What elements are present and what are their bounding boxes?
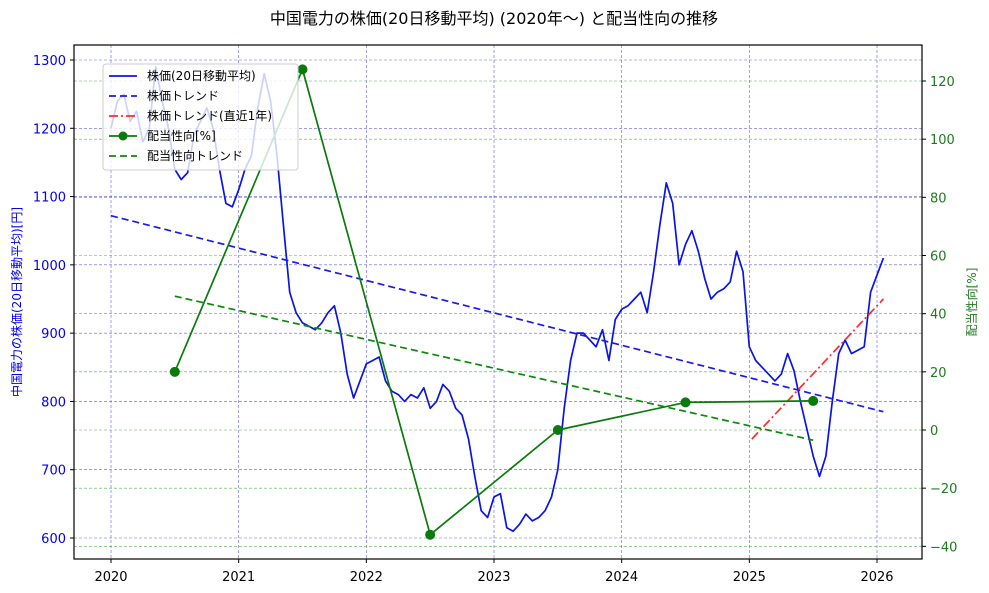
chart-title: 中国電力の株価(20日移動平均) (2020年〜) と配当性向の推移 [270, 9, 718, 28]
payout-marker [808, 395, 819, 406]
x-tick-label: 2020 [94, 570, 127, 585]
y-right-tick-label: 120 [930, 75, 955, 90]
x-tick-label: 2022 [350, 570, 383, 585]
x-tick-label: 2023 [477, 570, 510, 585]
grid-lines [74, 45, 922, 559]
x-tick-label: 2025 [733, 570, 766, 585]
legend-label: 株価トレンド(直近1年) [147, 108, 272, 123]
payout-marker [552, 425, 563, 435]
axes: 2020 2021 2022 2023 2024 2025 2026600700800900… [33, 54, 958, 585]
y-left-tick-label: 700 [41, 464, 66, 479]
x-tick-label: 2026 [860, 570, 893, 585]
legend-label: 株価トレンド [147, 88, 219, 103]
y-left-tick-label: 1000 [33, 259, 66, 274]
series-line-4 [174, 295, 814, 442]
y-left-tick-label: 1100 [33, 191, 66, 206]
y-left-tick-label: 800 [41, 395, 66, 410]
payout-marker [425, 529, 436, 540]
y-right-tick-label: 60 [930, 250, 947, 265]
y-left-tick-label: 1300 [33, 54, 66, 69]
y-axis-left-label: 中国電力の株価(20日移動平均)[円] [9, 207, 24, 397]
payout-marker [680, 397, 691, 408]
x-tick-label: 2024 [605, 570, 638, 585]
legend-label: 株価(20日移動平均) [147, 68, 256, 83]
plot-area [110, 64, 885, 540]
series-line-1 [110, 214, 884, 413]
series-line-0 [110, 65, 885, 533]
legend-label: 配当性向[%] [147, 128, 216, 143]
series-line-2 [751, 298, 885, 440]
legend-label: 配当性向トレンド [147, 148, 243, 163]
y-right-tick-label: 100 [930, 133, 955, 148]
payout-marker [297, 64, 308, 75]
plot-frame [73, 44, 923, 560]
y-left-tick-label: 600 [41, 532, 66, 547]
legend-box [102, 63, 299, 171]
y-right-tick-label: −40 [930, 540, 957, 555]
y-right-tick-label: −20 [930, 482, 957, 497]
y-left-tick-label: 1200 [33, 122, 66, 137]
x-tick-label: 2021 [222, 570, 255, 585]
y-right-tick-label: 80 [930, 191, 947, 206]
y-axis-right-label: 配当性向[%] [964, 268, 979, 337]
y-right-tick-label: 20 [930, 366, 947, 381]
y-right-tick-label: 40 [930, 308, 947, 323]
payout-marker [169, 366, 180, 377]
legend-marker [118, 131, 128, 141]
y-right-tick-label: 0 [930, 424, 938, 439]
y-left-tick-label: 900 [41, 327, 66, 342]
